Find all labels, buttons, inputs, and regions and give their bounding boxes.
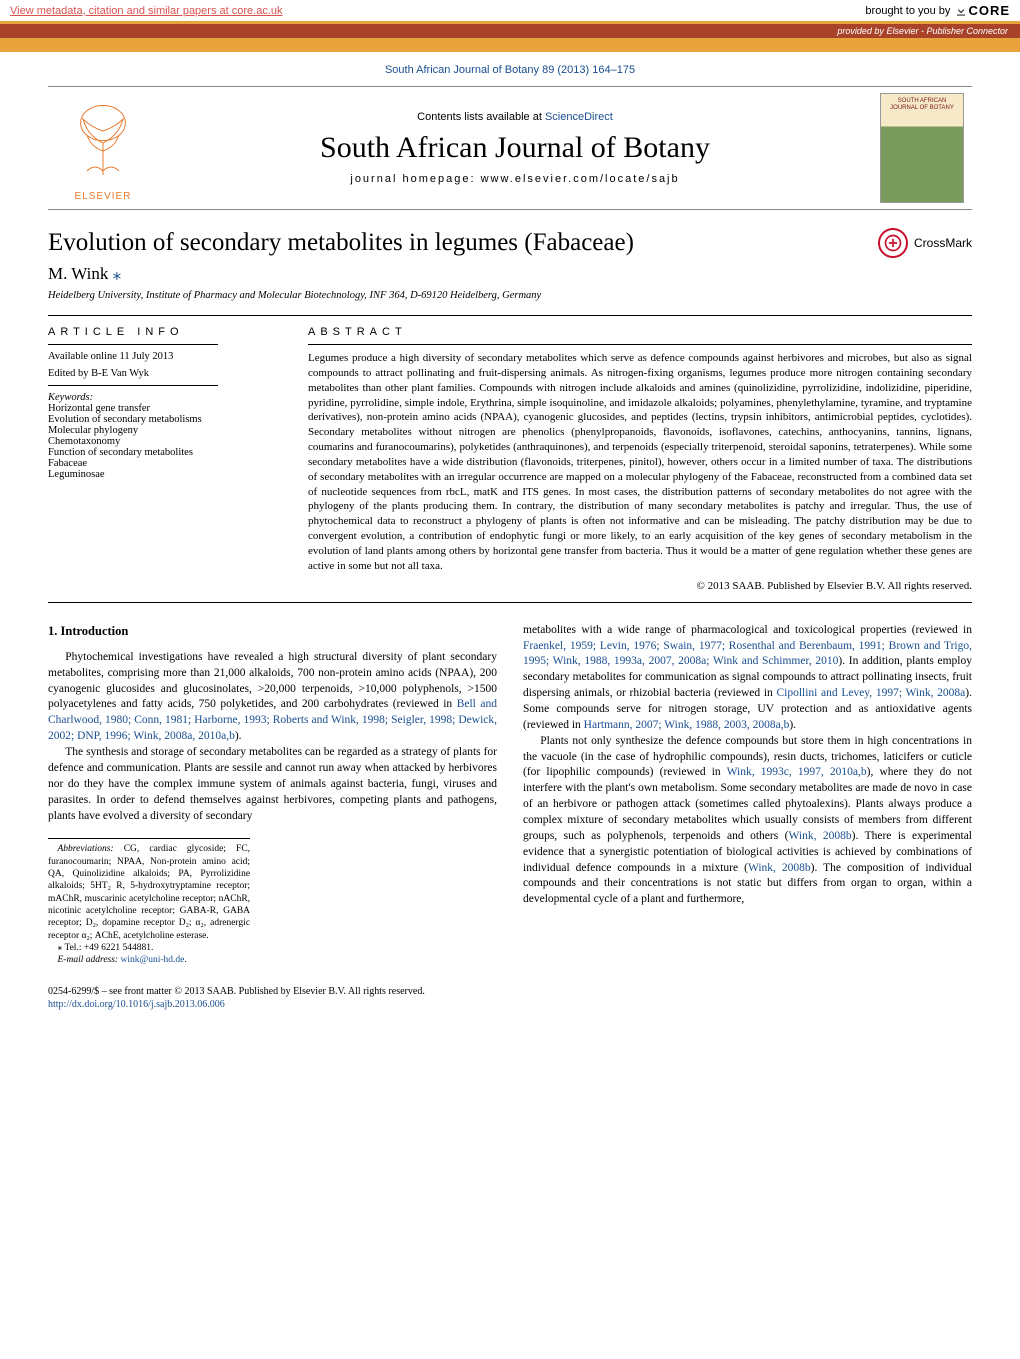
citation-link[interactable]: Hartmann, 2007; Wink, 1988, 2003, 2008a,… [584,719,790,731]
contents-prefix: Contents lists available at [417,111,545,123]
abbrev-label: Abbreviations: [58,844,114,854]
elsevier-tree-icon [63,94,143,189]
citation: South African Journal of Botany 89 (2013… [48,64,972,76]
info-heading: article info [48,326,278,338]
abstract-heading: abstract [308,326,972,338]
journal-header: ELSEVIER Contents lists available at Sci… [48,86,972,210]
tel-footnote: ⁎ Tel.: +49 6221 544881. [48,942,250,954]
homepage-line: journal homepage: www.elsevier.com/locat… [158,173,872,185]
text: ). [789,719,796,731]
info-abstract-row: article info Available online 11 July 20… [48,326,972,592]
sciencedirect-link[interactable]: ScienceDirect [545,111,613,123]
footnotes: Abbreviations: CG, cardiac glycoside; FC… [48,838,250,966]
page: South African Journal of Botany 89 (2013… [0,64,1020,1051]
abbrev-text: CG, cardiac glycoside; FC, furanocoumari… [48,844,250,940]
front-matter-line: 0254-6299/$ – see front matter © 2013 SA… [48,985,972,998]
citation-link[interactable]: Wink, 1993c, 1997, 2010a,b [727,766,867,778]
corresponding-star: ⁎ [113,264,122,283]
keyword: Function of secondary metabolites [48,447,278,458]
keyword: Horizontal gene transfer [48,403,278,414]
crossmark-label: CrossMark [914,236,972,250]
intro-p4: Plants not only synthesize the defence c… [523,734,972,908]
cover-title: SOUTH AFRICAN JOURNAL OF BOTANY [884,98,960,111]
contents-line: Contents lists available at ScienceDirec… [158,111,872,123]
affiliation: Heidelberg University, Institute of Phar… [48,290,972,301]
keyword: Leguminosae [48,469,278,480]
info-divider [48,344,218,345]
core-right: brought to you by CORE [865,3,1010,18]
doi-link[interactable]: http://dx.doi.org/10.1016/j.sajb.2013.06… [48,999,225,1010]
provided-prefix: provided by [837,26,886,36]
core-logo-text: CORE [968,3,1010,18]
section-heading-intro: 1. Introduction [48,623,497,640]
orange-strip [0,38,1020,52]
keywords-label: Keywords: [48,392,278,403]
crossmark-icon [878,228,908,258]
abstract-text: Legumes produce a high diversity of seco… [308,351,972,574]
elsevier-text: ELSEVIER [75,191,132,202]
provided-bar: provided by Elsevier - Publisher Connect… [0,24,1020,38]
keyword: Chemotaxonomy [48,436,278,447]
keyword: Evolution of secondary metabolisms [48,414,278,425]
info-divider [48,385,218,386]
abstract-divider [308,344,972,345]
citation-link[interactable]: Cipollini and Levey, 1997; Wink, 2008a [776,687,965,699]
crossmark[interactable]: CrossMark [878,228,972,258]
journal-cover-thumb: SOUTH AFRICAN JOURNAL OF BOTANY [880,93,964,203]
email-label: E-mail address: [58,955,121,965]
title-row: Evolution of secondary metabolites in le… [48,228,972,258]
download-icon [954,4,968,18]
tel-label: ⁎ Tel.: [58,943,84,953]
homepage-url[interactable]: www.elsevier.com/locate/sajb [481,173,680,185]
email-footnote: E-mail address: wink@uni-hd.de. [48,954,250,966]
core-logo[interactable]: CORE [954,3,1010,18]
body-text: 1. Introduction Phytochemical investigat… [48,623,972,967]
keyword: Molecular phylogeny [48,425,278,436]
cover-column: SOUTH AFRICAN JOURNAL OF BOTANY [872,93,972,203]
abstract-col: abstract Legumes produce a high diversit… [308,326,972,592]
core-banner: View metadata, citation and similar pape… [0,0,1020,24]
text: Phytochemical investigations have reveal… [48,651,497,711]
intro-p1: Phytochemical investigations have reveal… [48,650,497,745]
elsevier-logo-block: ELSEVIER [48,93,158,203]
article-title: Evolution of secondary metabolites in le… [48,229,634,257]
author-line: M. Wink ⁎ [48,264,972,284]
text: ). [235,730,242,742]
brought-by-label: brought to you by [865,5,950,17]
homepage-label: journal homepage: [350,173,480,185]
edited-by: Edited by B-E Van Wyk [48,368,278,379]
article-info: article info Available online 11 July 20… [48,326,278,592]
email-suffix: . [184,955,186,965]
available-online: Available online 11 July 2013 [48,351,278,362]
text: metabolites with a wide range of pharmac… [523,624,972,636]
journal-name: South African Journal of Botany [158,131,872,165]
citation-link[interactable]: Wink, 2008b [748,862,811,874]
email-link[interactable]: wink@uni-hd.de [120,955,184,965]
keyword: Fabaceae [48,458,278,469]
keywords-list: Horizontal gene transfer Evolution of se… [48,403,278,480]
divider [48,315,972,316]
footer: 0254-6299/$ – see front matter © 2013 SA… [48,985,972,1011]
core-metadata-link[interactable]: View metadata, citation and similar pape… [10,5,283,17]
divider [48,602,972,603]
intro-p3: metabolites with a wide range of pharmac… [523,623,972,734]
citation-link[interactable]: Wink, 2008b [788,830,851,842]
abstract-copyright: © 2013 SAAB. Published by Elsevier B.V. … [308,580,972,592]
tel-number: +49 6221 544881. [84,943,153,953]
intro-p2: The synthesis and storage of secondary m… [48,745,497,824]
author-name: M. Wink [48,264,108,283]
abbreviations: Abbreviations: CG, cardiac glycoside; FC… [48,843,250,942]
provider-link[interactable]: Elsevier - Publisher Connector [886,26,1008,36]
header-mid: Contents lists available at ScienceDirec… [158,93,872,203]
